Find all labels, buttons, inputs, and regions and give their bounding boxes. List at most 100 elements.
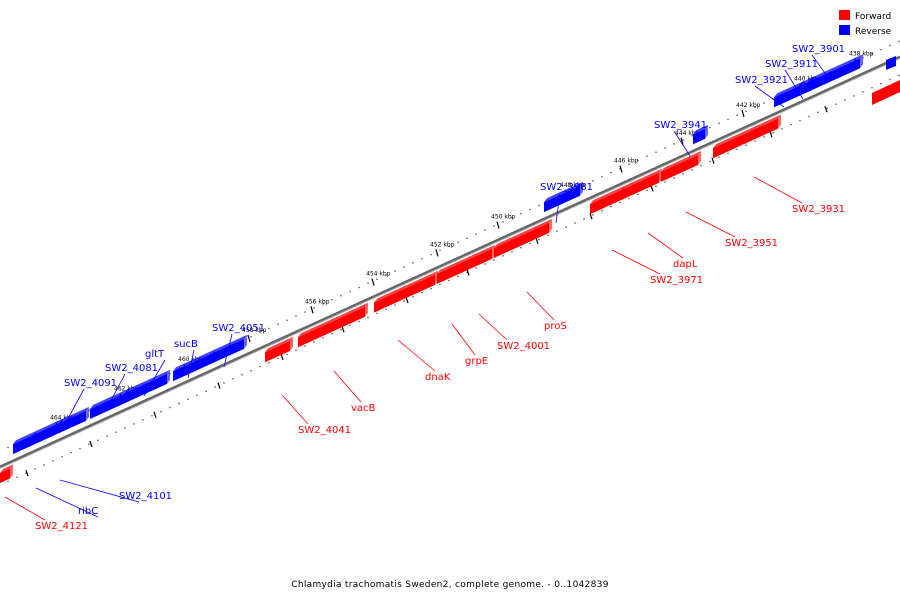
gene-label[interactable]: SW2_3981 bbox=[540, 182, 593, 193]
gene-block-grpe[interactable] bbox=[437, 265, 455, 284]
gene-block-side bbox=[126, 388, 129, 403]
gene-block-sw2_3981[interactable] bbox=[544, 185, 580, 213]
gene-block-sw2_3971[interactable] bbox=[590, 190, 621, 215]
gene-block-side bbox=[33, 430, 36, 445]
gene-block-pros[interactable] bbox=[494, 222, 549, 258]
leader-line bbox=[611, 249, 661, 275]
tick-mark-minor bbox=[769, 131, 773, 138]
gene-label[interactable]: SW2_3941 bbox=[654, 120, 707, 131]
genome-caption: Chlamydia trachomatis Sweden2, complete … bbox=[291, 580, 609, 590]
gene-block-sw2_3941[interactable] bbox=[693, 128, 705, 145]
gene-label[interactable]: dnaK bbox=[425, 372, 451, 383]
gene-block-top bbox=[298, 302, 368, 338]
tick-mark-minor bbox=[405, 296, 409, 304]
gene-block-top bbox=[90, 388, 129, 409]
tick-mark-minor bbox=[89, 440, 93, 448]
backbone-shade bbox=[0, 58, 900, 469]
tick-label: 450 kbp bbox=[491, 214, 516, 221]
leader-line bbox=[59, 479, 140, 503]
tick-mark-minor bbox=[217, 382, 221, 389]
gene-block-sw2_3901[interactable] bbox=[808, 58, 860, 92]
gene-block-sw2_4091[interactable] bbox=[59, 410, 86, 434]
gene-label[interactable]: SW2_3911 bbox=[765, 59, 818, 70]
gene-block-side bbox=[10, 464, 13, 479]
gene-label[interactable]: SW2_4101 bbox=[119, 491, 172, 502]
gene-block-dnak[interactable] bbox=[374, 274, 435, 313]
gene-label[interactable]: ribC bbox=[78, 506, 98, 517]
gene-block-ribc[interactable] bbox=[13, 434, 33, 455]
gene-label[interactable]: SW2_4091 bbox=[64, 378, 117, 389]
gene-block-dapl[interactable] bbox=[621, 172, 659, 201]
gene-block-sw2_4081[interactable] bbox=[90, 392, 126, 419]
gene-label[interactable]: sucB bbox=[174, 339, 198, 350]
gene-block-sw2_4051[interactable] bbox=[212, 338, 244, 364]
gene-block-sw2_4121[interactable] bbox=[0, 468, 10, 483]
gene-block-gltt[interactable] bbox=[125, 373, 167, 404]
gene-block-top bbox=[0, 464, 13, 473]
gene-block-vacb[interactable] bbox=[298, 306, 365, 348]
gene-label[interactable]: SW2_3931 bbox=[792, 204, 845, 215]
gene-label[interactable]: SW2_3971 bbox=[650, 275, 703, 286]
gene-label[interactable]: grpE bbox=[465, 356, 488, 367]
tick-label: 458 kbp bbox=[242, 327, 267, 334]
legend: Forward Reverse bbox=[839, 10, 892, 37]
gene-block-sw2_3921[interactable] bbox=[774, 84, 802, 108]
gene-block-top bbox=[59, 406, 89, 424]
tick-label: 442 kbp bbox=[736, 102, 761, 109]
gene-block-side bbox=[778, 114, 781, 129]
gene-block-truncated bbox=[872, 80, 900, 105]
gene-label[interactable]: gltT bbox=[145, 349, 165, 360]
gene-block-sw2_4041[interactable] bbox=[265, 340, 290, 363]
leader-line bbox=[333, 370, 362, 403]
gene-block-sw2_4101[interactable] bbox=[33, 422, 60, 445]
track-dots bbox=[7, 40, 900, 483]
tick-mark bbox=[741, 109, 745, 118]
gene-block-sw2_3931[interactable] bbox=[713, 118, 778, 159]
legend-forward-label: Forward bbox=[855, 12, 891, 22]
gene-label[interactable]: SW2_3921 bbox=[735, 75, 788, 86]
leader-line bbox=[35, 487, 99, 518]
tick-mark bbox=[247, 334, 251, 343]
tick-mark-minor bbox=[650, 185, 654, 192]
tick-mark bbox=[371, 278, 375, 286]
gene-labels: SW2_3901 SW2_3911 SW2_3921 SW2_3941 SW2_3981… bbox=[35, 44, 845, 532]
tick-mark-minor bbox=[280, 353, 284, 361]
gene-block-side bbox=[549, 218, 552, 233]
gene-block-side bbox=[86, 406, 89, 421]
legend-forward-swatch bbox=[839, 10, 850, 20]
tick-label: 462 kbp bbox=[114, 385, 139, 392]
gene-block-sw2_4001[interactable] bbox=[455, 248, 492, 276]
tick-mark-minor bbox=[25, 469, 29, 477]
gene-block-side bbox=[659, 168, 662, 183]
gene-block-top bbox=[212, 334, 247, 354]
gene-label[interactable]: SW2_3951 bbox=[725, 238, 778, 249]
gene-block-side bbox=[365, 302, 368, 317]
gene-label[interactable]: SW2_4041 bbox=[298, 425, 351, 436]
gene-block-side bbox=[435, 270, 438, 285]
gene-block-sw2_3951[interactable] bbox=[661, 155, 698, 182]
tick-label: 438 kbp bbox=[849, 51, 874, 58]
gene-block-side bbox=[705, 124, 708, 139]
gene-block-side bbox=[802, 80, 805, 95]
leader-line bbox=[4, 496, 46, 521]
gene-block-side bbox=[455, 261, 458, 276]
tick-label: 456 kbp bbox=[305, 298, 330, 305]
gene-label[interactable]: proS bbox=[544, 321, 567, 332]
gene-label[interactable]: SW2_4081 bbox=[105, 363, 158, 374]
tick-label: 460 kbp bbox=[178, 356, 203, 363]
gene-block-side bbox=[860, 54, 863, 69]
gene-label[interactable]: SW2_4051 bbox=[212, 323, 265, 334]
gene-label[interactable]: SW2_3901 bbox=[792, 44, 845, 55]
gene-label[interactable]: SW2_4001 bbox=[497, 341, 550, 352]
tick-mark-minor bbox=[153, 411, 157, 419]
gene-label[interactable]: SW2_4121 bbox=[35, 521, 88, 532]
gene-block-sucb[interactable] bbox=[173, 353, 212, 382]
leader-line bbox=[526, 291, 555, 321]
gene-label[interactable]: vacB bbox=[351, 403, 376, 414]
gene-block-side bbox=[167, 369, 170, 384]
gene-label[interactable]: dapL bbox=[673, 259, 698, 270]
gene-block-top bbox=[455, 244, 495, 266]
gene-block-side bbox=[290, 336, 293, 351]
leader-line bbox=[753, 176, 803, 204]
leader-line bbox=[478, 313, 508, 341]
